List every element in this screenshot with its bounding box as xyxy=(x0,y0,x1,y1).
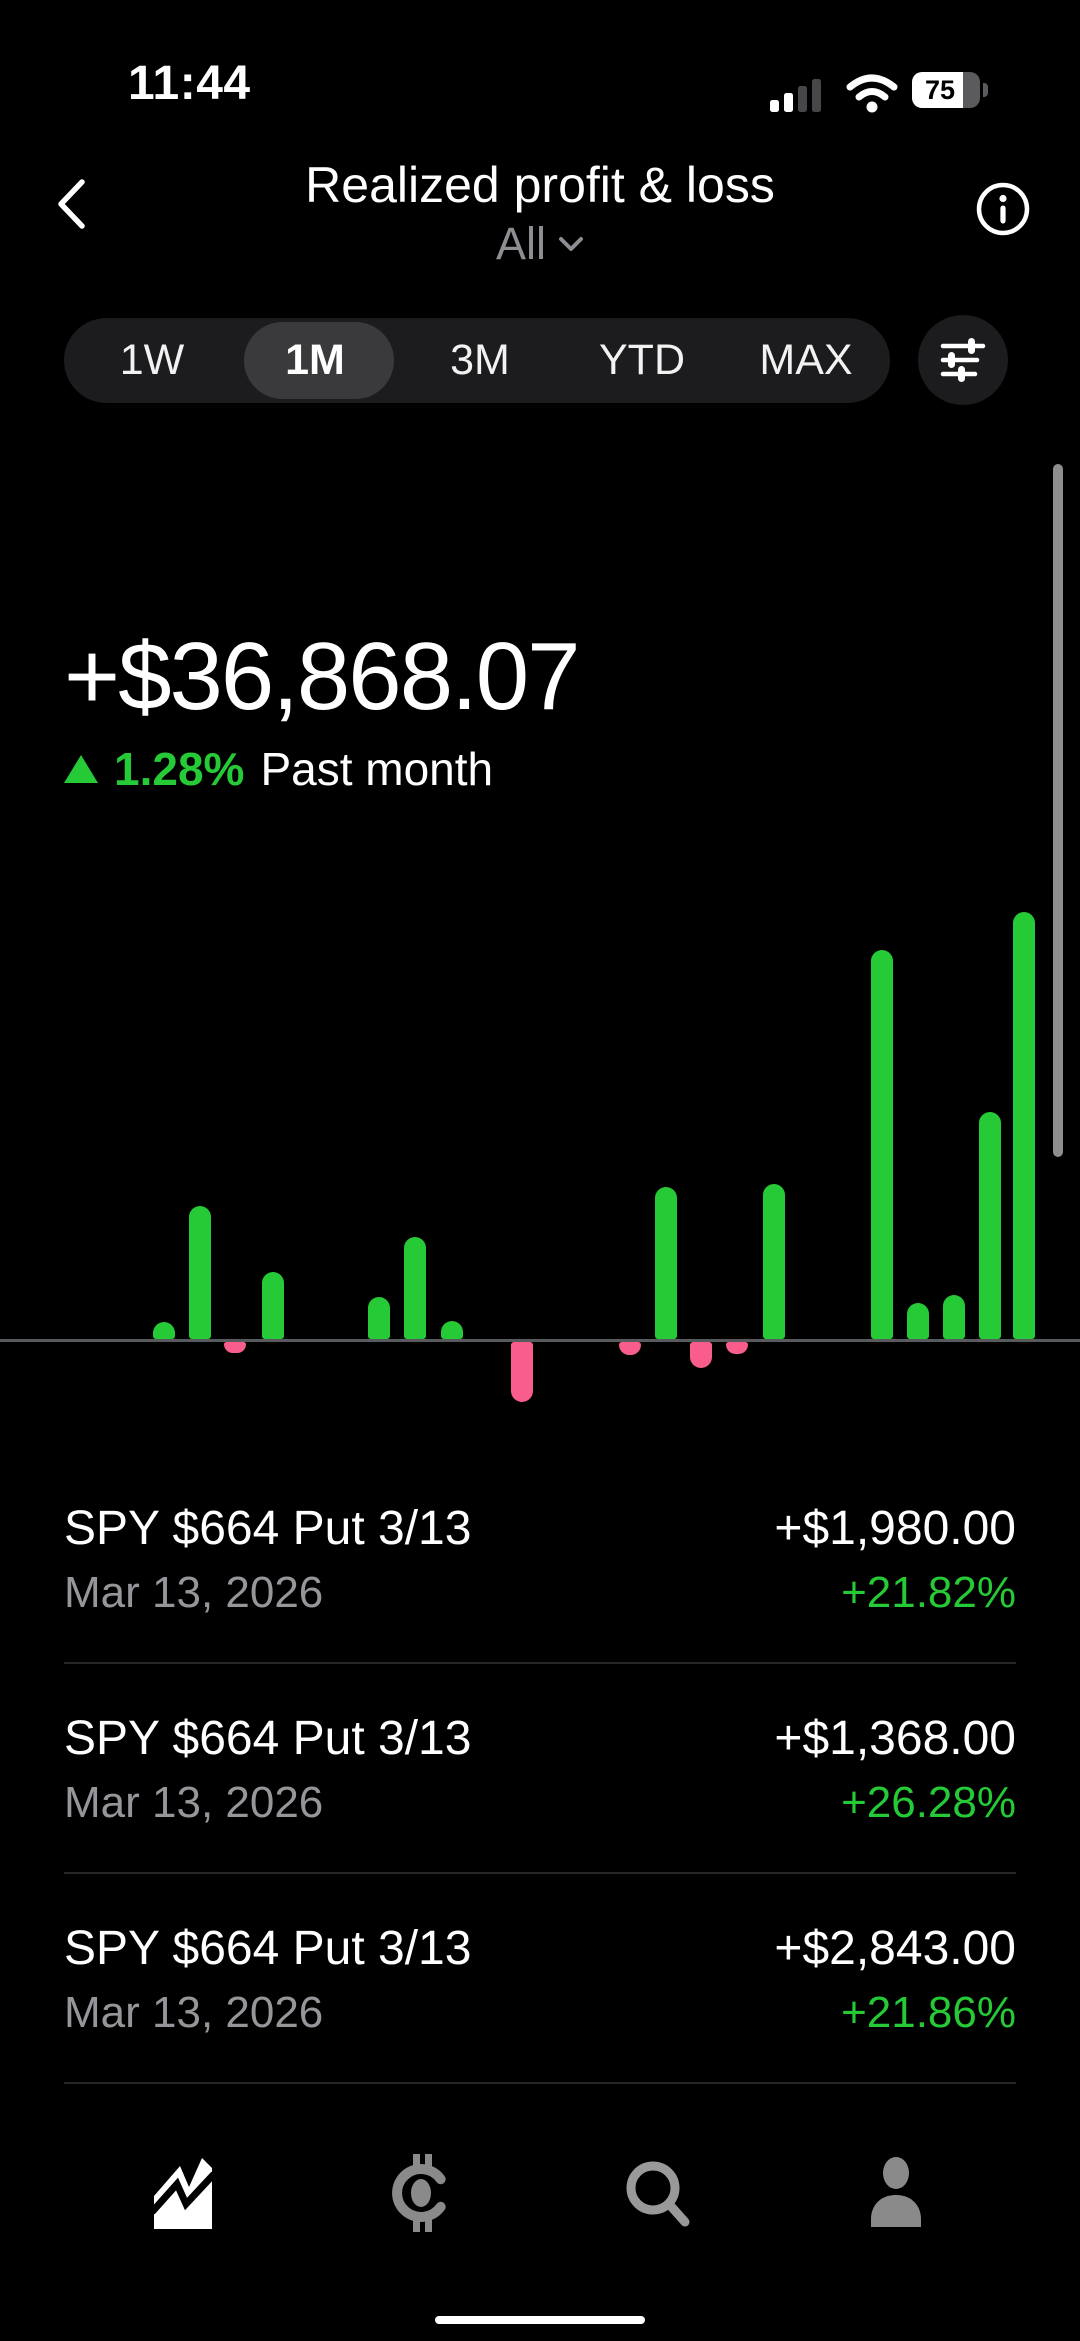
pulse-chart-icon xyxy=(150,2158,216,2229)
back-button[interactable] xyxy=(42,174,102,234)
tab-1m[interactable]: 1M xyxy=(285,336,345,384)
chart-bar xyxy=(943,1295,965,1339)
home-indicator[interactable] xyxy=(435,2316,645,2324)
chart-bar xyxy=(404,1237,426,1339)
cellular-signal-icon xyxy=(770,78,828,112)
status-time: 11:44 xyxy=(128,57,251,110)
tab-1w[interactable]: 1W xyxy=(119,336,185,384)
chart-bar xyxy=(368,1297,390,1339)
battery-percent: 75 xyxy=(924,74,956,105)
triangle-up-icon xyxy=(64,755,98,783)
chart-bar xyxy=(441,1321,463,1339)
delta-percent: 1.28% xyxy=(114,743,245,795)
chart-bar xyxy=(511,1342,533,1402)
wifi-icon xyxy=(846,74,898,113)
crypto-coin-icon xyxy=(392,2154,446,2232)
trade-amount: +$1,368.00 xyxy=(774,1712,1016,1765)
sliders-icon xyxy=(940,338,986,382)
trade-amount: +$2,843.00 xyxy=(774,1922,1016,1975)
tab-max[interactable]: MAX xyxy=(759,336,853,384)
chart-bar xyxy=(619,1342,641,1355)
row-divider xyxy=(64,1662,1016,1664)
trade-percent: +26.28% xyxy=(841,1778,1016,1827)
realized-pl-amount: +$36,868.07 xyxy=(64,623,581,730)
tab-ytd[interactable]: YTD xyxy=(599,336,685,384)
trade-date: Mar 13, 2026 xyxy=(64,1568,324,1617)
chart-bar xyxy=(153,1322,175,1339)
trade-date: Mar 13, 2026 xyxy=(64,1778,324,1827)
trade-percent: +21.82% xyxy=(841,1568,1016,1617)
trade-row[interactable]: SPY $664 Put 3/13 +$1,980.00 Mar 13, 202… xyxy=(64,1498,1016,1648)
profile-person-icon xyxy=(871,2157,921,2227)
chart-bar xyxy=(690,1342,712,1368)
trade-title: SPY $664 Put 3/13 xyxy=(64,1712,472,1765)
chart-bar xyxy=(907,1303,929,1339)
chart-bar xyxy=(1013,912,1035,1339)
row-divider xyxy=(64,2082,1016,2084)
chart-bar xyxy=(262,1272,284,1339)
battery-icon: 75 xyxy=(912,72,980,108)
trade-percent: +21.86% xyxy=(841,1988,1016,2037)
trade-date: Mar 13, 2026 xyxy=(64,1988,324,2037)
trade-title: SPY $664 Put 3/13 xyxy=(64,1502,472,1555)
chart-zero-baseline xyxy=(0,1339,1080,1342)
chart-bar xyxy=(655,1187,677,1339)
chevron-down-icon xyxy=(559,236,583,251)
period-label: Past month xyxy=(260,743,494,795)
battery-nub xyxy=(983,83,988,97)
chart-bar xyxy=(224,1342,246,1353)
trade-amount: +$1,980.00 xyxy=(774,1502,1016,1555)
chart-bar xyxy=(189,1206,211,1339)
page-title: Realized profit & loss xyxy=(305,157,775,213)
nav-investing[interactable] xyxy=(113,2138,253,2248)
scroll-indicator[interactable] xyxy=(1053,464,1063,1157)
trade-title: SPY $664 Put 3/13 xyxy=(64,1922,472,1975)
nav-profile[interactable] xyxy=(826,2138,966,2248)
scope-selector[interactable]: All xyxy=(0,218,1080,270)
scope-selected-label: All xyxy=(495,218,546,269)
nav-crypto[interactable] xyxy=(351,2138,491,2248)
info-button[interactable] xyxy=(972,178,1034,240)
nav-search[interactable] xyxy=(588,2138,728,2248)
chart-settings-button[interactable] xyxy=(918,315,1008,405)
trade-row[interactable]: SPY $664 Put 3/13 +$1,368.00 Mar 13, 202… xyxy=(64,1708,1016,1858)
chart-bar xyxy=(979,1112,1001,1339)
chevron-left-icon xyxy=(58,179,85,229)
chart-bar xyxy=(726,1342,748,1354)
range-tab-bar: 1W 1M 3M YTD MAX xyxy=(64,318,890,403)
search-icon xyxy=(626,2161,690,2227)
trade-row[interactable]: SPY $664 Put 3/13 +$2,843.00 Mar 13, 202… xyxy=(64,1918,1016,2068)
chart-bar xyxy=(871,950,893,1339)
delta-row: 1.28% Past month xyxy=(64,742,493,796)
tab-3m[interactable]: 3M xyxy=(450,336,510,384)
info-circle-icon xyxy=(976,182,1030,236)
selected-tab-pill xyxy=(244,322,394,399)
row-divider xyxy=(64,1872,1016,1874)
chart-bar xyxy=(763,1184,785,1339)
